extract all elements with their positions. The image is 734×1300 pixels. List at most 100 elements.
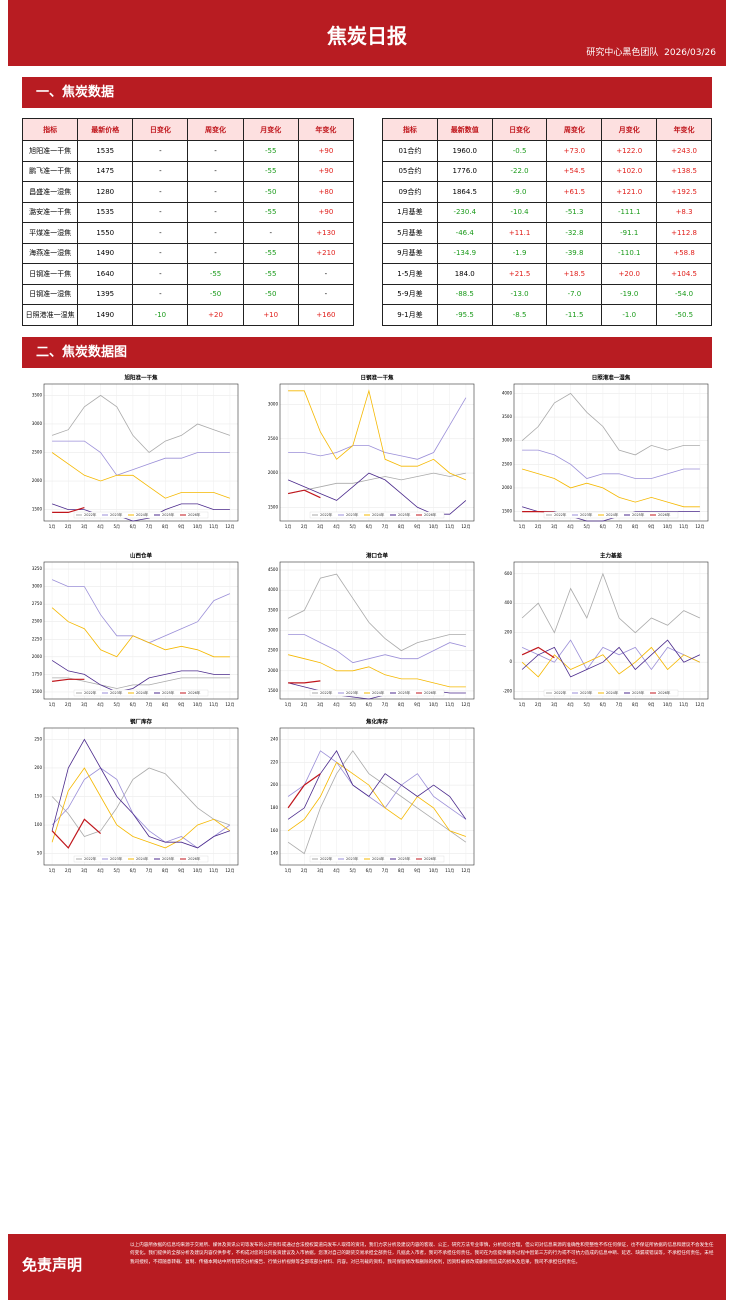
cell: -50 — [242, 283, 299, 305]
x-tick-label: 4月 — [97, 868, 104, 873]
cell: +20 — [187, 304, 244, 326]
cell: - — [132, 181, 189, 203]
header-cell: 年变化 — [656, 118, 712, 141]
x-tick-label: 4月 — [333, 702, 340, 707]
x-tick-label: 2月 — [535, 524, 542, 529]
x-tick-label: 10月 — [663, 524, 672, 529]
plot-frame — [43, 727, 239, 866]
x-tick-label: 11月 — [679, 702, 688, 707]
x-tick-label: 12月 — [461, 868, 470, 873]
row: 1-5月差 184.0 +21.5 +18.5 +20.0 +104.5 — [382, 263, 712, 285]
cell: 旭阳准一干焦 — [21, 140, 79, 162]
series-line — [287, 750, 467, 855]
cell: +11.1 — [491, 222, 548, 244]
legend-label: 2024年 — [606, 512, 619, 517]
y-tick-label: 2500 — [268, 436, 279, 441]
x-tick-label: 3月 — [317, 702, 324, 707]
table: 指标 最新价格 日变化 周变化 月变化 年变化 旭阳准一干焦 1535- - -55 +90 鹏飞准一… — [21, 118, 355, 326]
x-tick-label: 5月 — [113, 868, 120, 873]
cell: 1550 — [77, 222, 134, 244]
x-tick-label: 12月 — [461, 702, 470, 707]
x-tick-label: 2月 — [301, 524, 308, 529]
series-line — [288, 634, 466, 664]
footer: 免责声明 以上内容所依据的信息均来源于交易所、媒体及资讯公司等发布的公开资料或通… — [8, 1234, 726, 1300]
series-line — [287, 750, 467, 820]
x-tick-label: 9月 — [414, 524, 421, 529]
x-tick-label: 10月 — [663, 702, 672, 707]
cell: 海燕准一湿焦 — [21, 242, 79, 264]
legend-label: 2022年 — [320, 512, 333, 517]
section-title: 一、焦炭数据 — [22, 77, 712, 108]
cell: - — [187, 242, 244, 264]
y-tick-label: 200 — [270, 782, 278, 787]
legend-label: 2023年 — [580, 512, 593, 517]
cell: 1490 — [77, 304, 134, 326]
y-tick-label: 1500 — [268, 504, 279, 509]
chart-title: 港口仓单 — [366, 552, 389, 560]
row: 日照港准一湿焦 1490 -10 +20 +10 +160 — [21, 304, 355, 326]
x-tick-label: 11月 — [209, 868, 218, 873]
cell: -54.0 — [656, 283, 712, 305]
legend-box — [309, 855, 445, 863]
y-tick-label: 3000 — [502, 438, 513, 443]
row: 9-1月差 -95.5 -8.5 -11.5 -1.0 -50.5 — [382, 304, 712, 326]
x-tick-label: 7月 — [146, 868, 153, 873]
cell: +73.0 — [546, 140, 603, 162]
legend-label: 2024年 — [606, 690, 619, 695]
cell: 5-9月差 — [382, 283, 438, 305]
cell: 09合约 — [382, 181, 438, 203]
series-line — [521, 639, 701, 678]
y-tick-label: 2500 — [32, 619, 43, 624]
y-tick-label: 3000 — [268, 402, 279, 407]
x-tick-label: 3月 — [551, 524, 558, 529]
row: 日钢准一湿焦 1395- -50 -50- — [21, 283, 355, 305]
series-line — [288, 472, 466, 494]
series-line — [287, 773, 321, 809]
section-title: 二、焦炭数据图 — [22, 337, 712, 368]
cell: -50 — [242, 181, 299, 203]
y-tick-label: 180 — [270, 805, 278, 810]
cell: +80 — [297, 181, 355, 203]
series-line — [287, 761, 467, 837]
legend-label: 2023年 — [110, 512, 123, 517]
legend-label: 2023年 — [346, 690, 359, 695]
x-tick-label: 9月 — [648, 702, 655, 707]
x-tick-label: 1月 — [285, 702, 292, 707]
x-tick-label: 12月 — [225, 524, 234, 529]
y-tick-label: 200 — [34, 765, 42, 770]
cell: +104.5 — [656, 263, 712, 285]
legend-label: 2022年 — [554, 512, 567, 517]
legend-label: 2022年 — [320, 690, 333, 695]
legend-label: 2022年 — [84, 512, 97, 517]
x-tick-label: 12月 — [695, 702, 704, 707]
x-tick-label: 6月 — [130, 524, 137, 529]
chart: 日钢准一干焦 1500 2000 2500 3000 1月 2月 3月 4月 5月 6月 7月 8月 9月… — [258, 372, 480, 535]
series-line — [51, 818, 101, 849]
cell: +18.5 — [546, 263, 603, 285]
y-tick-label: 100 — [34, 822, 42, 827]
cell: -39.8 — [546, 242, 603, 264]
series-line — [287, 750, 467, 820]
cell: 1776.0 — [436, 160, 493, 182]
x-tick-label: 10月 — [193, 524, 202, 529]
x-tick-label: 1月 — [519, 524, 526, 529]
cell: +8.3 — [656, 201, 712, 223]
cell: 平煤准一湿焦 — [21, 222, 79, 244]
x-tick-label: 4月 — [333, 524, 340, 529]
y-tick-label: 400 — [504, 600, 512, 605]
cell: +138.5 — [656, 160, 712, 182]
cell: -46.4 — [436, 222, 493, 244]
y-tick-label: 3500 — [268, 607, 279, 612]
chart: 港口仓单 1500 2000 2500 3000 3500 4000 4500 1月 2月 3月 4月… — [258, 550, 480, 713]
legend-label: 2025年 — [162, 856, 175, 861]
plot-frame — [279, 561, 475, 700]
legend-label: 2026年 — [424, 856, 437, 861]
cell: -32.8 — [546, 222, 603, 244]
x-tick-label: 5月 — [583, 524, 590, 529]
y-tick-label: 2000 — [32, 654, 43, 659]
subtitle: 研究中心黑色团队 2026/03/26 — [586, 48, 716, 58]
legend-label: 2022年 — [84, 856, 97, 861]
header-cell: 日变化 — [491, 118, 548, 141]
legend-label: 2024年 — [372, 512, 385, 517]
cell: - — [297, 263, 355, 285]
